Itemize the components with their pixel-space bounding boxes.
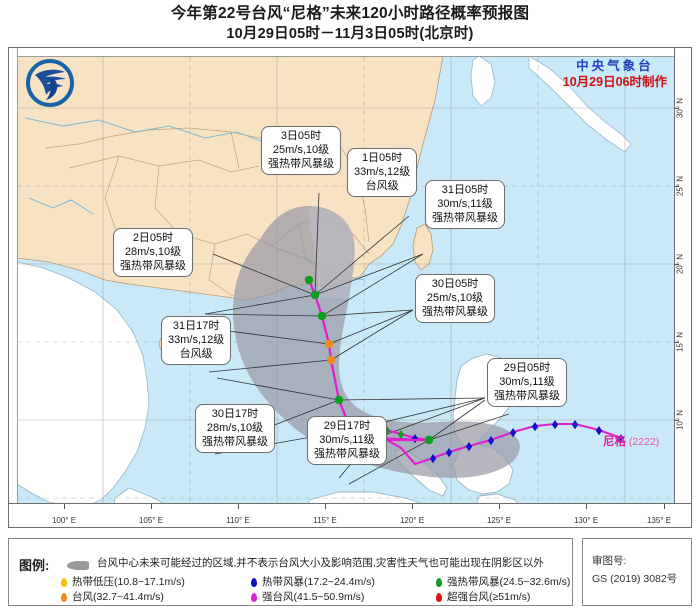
- landmass-korea: [470, 56, 496, 107]
- audit-label: 审图号:: [592, 555, 627, 567]
- lat-tick-15: 15° N: [675, 331, 685, 353]
- lon-tick-135: 135° E: [646, 516, 672, 525]
- lon-tick-130: 130° E: [573, 516, 599, 525]
- watermark-issued: 10月29日06时制作: [562, 75, 667, 89]
- lat-tick-30: 30° N: [675, 97, 685, 119]
- title-line-2: 10月29日05时－11月3日05时(北京时): [226, 26, 474, 42]
- legend-row-2: 台风(32.7~41.4m/s) 强台风(41.5~50.9m/s) 超强台风(…: [61, 590, 571, 605]
- landmass-borneo: [308, 491, 430, 506]
- lon-tick-125: 125° E: [486, 516, 512, 525]
- title-line-1: 今年第22号台风“尼格”未来120小时路径概率预报图: [170, 5, 530, 22]
- forecast-label-29d05: 29日05时 30m/s,11级 强热带风暴级: [487, 358, 567, 407]
- legend-label-tropical-depression: 热带低压(10.8~17.1m/s): [72, 576, 185, 588]
- legend: 图例: 台风中心未来可能经过的区域,并不表示台风大小及影响范围,灾害性天气也可能…: [8, 538, 573, 606]
- audit-number: GS (2019) 3082号: [592, 573, 678, 585]
- map-ribbon-right: [674, 48, 691, 527]
- tropical-depression-dot-icon: [61, 578, 67, 587]
- legend-items: 热带低压(10.8~17.1m/s) 热带风暴(17.2~24.4m/s) 强热…: [61, 575, 571, 605]
- storm-name: 尼格: [603, 436, 626, 448]
- forecast-label-1d05: 1日05时 33m/s,12级 台风级: [347, 148, 418, 197]
- storm-name-label: 尼格 (2222): [603, 433, 659, 449]
- landmass-japan: [528, 56, 632, 153]
- map-ribbon-top: [9, 48, 691, 57]
- legend-title: 图例:: [19, 558, 50, 573]
- audit-number-box: 审图号: GS (2019) 3082号: [582, 538, 692, 606]
- forecast-label-29d17: 29日17时 30m/s,11级 强热带风暴级: [307, 416, 387, 465]
- super-typhoon-dot-icon: [436, 593, 442, 602]
- forecast-label-30d17: 30日17时 28m/s,10级 强热带风暴级: [195, 404, 275, 453]
- legend-item-tropical-depression: 热带低压(10.8~17.1m/s): [61, 575, 251, 590]
- lat-tick-10: 10° N: [675, 409, 685, 431]
- lat-tick-25: 25° N: [675, 175, 685, 197]
- cma-logo-icon: [26, 59, 74, 107]
- lon-tick-100: 100° E: [51, 516, 77, 525]
- cone-swatch-icon: [67, 561, 89, 570]
- storm-number: (2222): [626, 436, 660, 448]
- past-track-points: [367, 420, 625, 464]
- legend-item-severe-typhoon: 强台风(41.5~50.9m/s): [251, 590, 436, 605]
- forecast-label-3d05: 3日05时 25m/s,10级 强热带风暴级: [261, 126, 341, 175]
- forecast-label-31d05: 31日05时 30m/s,11级 强热带风暴级: [425, 180, 505, 229]
- watermark-agency: 中央气象台: [576, 59, 654, 73]
- legend-item-super-typhoon: 超强台风(≥51m/s): [436, 590, 571, 605]
- probability-cone: [233, 206, 520, 478]
- map-ribbon-bottom: [9, 503, 691, 527]
- severe-typhoon-dot-icon: [251, 593, 257, 602]
- severe-tropical-storm-dot-icon: [436, 578, 442, 587]
- legend-label-typhoon: 台风(32.7~41.4m/s): [72, 591, 164, 603]
- lat-tick-20: 20° N: [675, 253, 685, 275]
- watermark: 中央气象台 10月29日06时制作: [563, 58, 667, 90]
- legend-item-typhoon: 台风(32.7~41.4m/s): [61, 590, 251, 605]
- lon-tick-120: 120° E: [399, 516, 425, 525]
- legend-row-1: 热带低压(10.8~17.1m/s) 热带风暴(17.2~24.4m/s) 强热…: [61, 575, 571, 590]
- forecast-label-30d05: 30日05时 25m/s,10级 强热带风暴级: [415, 274, 495, 323]
- legend-item-severe-tropical-storm: 强热带风暴(24.5~32.6m/s): [436, 575, 571, 590]
- legend-item-tropical-storm: 热带风暴(17.2~24.4m/s): [251, 575, 436, 590]
- forecast-label-31d17: 31日17时 33m/s,12级 台风级: [161, 316, 232, 365]
- lon-tick-105: 105° E: [138, 516, 164, 525]
- map-ribbon-left: [9, 48, 18, 527]
- lon-tick-115: 115° E: [313, 516, 337, 525]
- page-title: 今年第22号台风“尼格”未来120小时路径概率预报图 10月29日05时－11月…: [0, 4, 700, 44]
- map-frame: 100° E 105° E 110° E 115° E 120° E 125° …: [8, 47, 692, 528]
- probability-cone-upper: [309, 206, 355, 298]
- legend-cone-description: 台风中心未来可能经过的区域,并不表示台风大小及影响范围,灾害性天气也可能出现在阴…: [97, 557, 544, 569]
- legend-label-severe-typhoon: 强台风(41.5~50.9m/s): [262, 591, 365, 603]
- forecast-label-2d05: 2日05时 28m/s,10级 强热带风暴级: [113, 228, 193, 277]
- legend-label-tropical-storm: 热带风暴(17.2~24.4m/s): [262, 576, 375, 588]
- legend-label-super-typhoon: 超强台风(≥51m/s): [447, 591, 531, 603]
- tropical-storm-dot-icon: [251, 578, 257, 587]
- legend-label-severe-tropical-storm: 强热带风暴(24.5~32.6m/s): [447, 576, 571, 588]
- typhoon-dot-icon: [61, 593, 67, 602]
- lon-tick-110: 110° E: [226, 516, 250, 525]
- landmass-indochina: [17, 261, 150, 506]
